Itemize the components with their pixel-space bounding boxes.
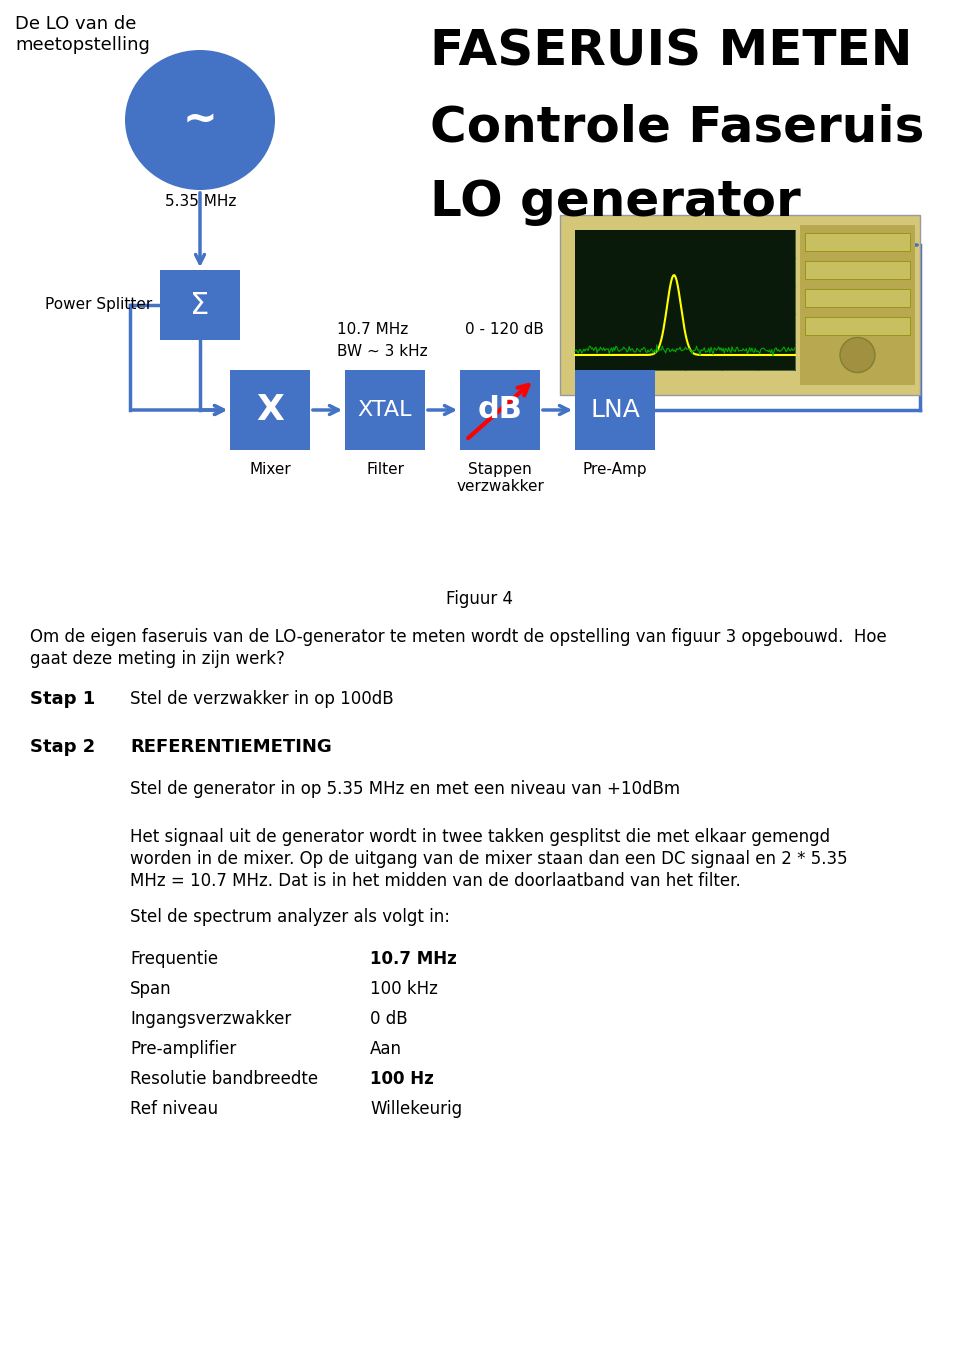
Text: Ingangsverzwakker: Ingangsverzwakker — [130, 1010, 291, 1028]
Text: Stap 1: Stap 1 — [30, 689, 95, 708]
FancyBboxPatch shape — [805, 317, 910, 335]
Text: Pre-Amp: Pre-Amp — [583, 461, 647, 478]
Text: Σ: Σ — [190, 290, 209, 320]
Text: Frequentie: Frequentie — [130, 950, 218, 969]
Text: Pre-amplifier: Pre-amplifier — [130, 1040, 236, 1058]
Text: BW ~ 3 kHz: BW ~ 3 kHz — [337, 344, 427, 359]
Text: XTAL: XTAL — [358, 401, 412, 420]
Text: Resolutie bandbreedte: Resolutie bandbreedte — [130, 1070, 318, 1089]
Text: 100 kHz: 100 kHz — [370, 979, 438, 998]
Text: LNA: LNA — [590, 398, 640, 422]
Ellipse shape — [125, 50, 275, 190]
Text: Stap 2: Stap 2 — [30, 738, 95, 755]
Text: Om de eigen faseruis van de LO-generator te meten wordt de opstelling van figuur: Om de eigen faseruis van de LO-generator… — [30, 629, 887, 646]
Text: Willekeurig: Willekeurig — [370, 1099, 462, 1118]
Text: gaat deze meting in zijn werk?: gaat deze meting in zijn werk? — [30, 650, 285, 668]
Text: Controle Faseruis: Controle Faseruis — [430, 103, 924, 151]
Ellipse shape — [840, 337, 875, 372]
Text: FASERUIS METEN: FASERUIS METEN — [430, 28, 913, 76]
Text: 100 Hz: 100 Hz — [370, 1070, 434, 1089]
Text: Stel de spectrum analyzer als volgt in:: Stel de spectrum analyzer als volgt in: — [130, 908, 450, 925]
FancyBboxPatch shape — [805, 233, 910, 251]
Text: Ref niveau: Ref niveau — [130, 1099, 218, 1118]
FancyBboxPatch shape — [805, 289, 910, 308]
Text: dB: dB — [477, 395, 522, 425]
Text: REFERENTIEMETING: REFERENTIEMETING — [130, 738, 332, 755]
Text: ~: ~ — [182, 98, 217, 142]
FancyBboxPatch shape — [460, 370, 540, 451]
FancyBboxPatch shape — [230, 370, 310, 451]
Text: De LO van de
meetopstelling: De LO van de meetopstelling — [15, 15, 150, 54]
Text: LO generator: LO generator — [430, 178, 801, 227]
Text: Aan: Aan — [370, 1040, 402, 1058]
FancyBboxPatch shape — [805, 260, 910, 279]
FancyBboxPatch shape — [160, 270, 240, 340]
Text: 10.7 MHz: 10.7 MHz — [337, 322, 408, 337]
Text: Figuur 4: Figuur 4 — [446, 590, 514, 608]
Text: 5.35 MHz: 5.35 MHz — [165, 194, 236, 209]
Text: Mixer: Mixer — [250, 461, 291, 478]
FancyBboxPatch shape — [345, 370, 425, 451]
Text: Stel de generator in op 5.35 MHz en met een niveau van +10dBm: Stel de generator in op 5.35 MHz en met … — [130, 780, 680, 799]
Text: Filter: Filter — [366, 461, 404, 478]
FancyBboxPatch shape — [575, 229, 795, 370]
FancyBboxPatch shape — [560, 214, 920, 395]
Text: Span: Span — [130, 979, 172, 998]
Text: 0 - 120 dB: 0 - 120 dB — [465, 322, 544, 337]
Text: worden in de mixer. Op de uitgang van de mixer staan dan een DC signaal en 2 * 5: worden in de mixer. Op de uitgang van de… — [130, 850, 848, 867]
Text: X: X — [256, 393, 284, 428]
Text: 10.7 MHz: 10.7 MHz — [370, 950, 457, 969]
Text: MHz = 10.7 MHz. Dat is in het midden van de doorlaatband van het filter.: MHz = 10.7 MHz. Dat is in het midden van… — [130, 871, 741, 890]
Text: Stappen
verzwakker: Stappen verzwakker — [456, 461, 544, 494]
Text: Power Splitter: Power Splitter — [45, 298, 152, 313]
Text: Stel de verzwakker in op 100dB: Stel de verzwakker in op 100dB — [130, 689, 394, 708]
Text: Het signaal uit de generator wordt in twee takken gesplitst die met elkaar gemen: Het signaal uit de generator wordt in tw… — [130, 828, 830, 846]
FancyBboxPatch shape — [575, 370, 655, 451]
Text: 0 dB: 0 dB — [370, 1010, 408, 1028]
FancyBboxPatch shape — [800, 225, 915, 384]
